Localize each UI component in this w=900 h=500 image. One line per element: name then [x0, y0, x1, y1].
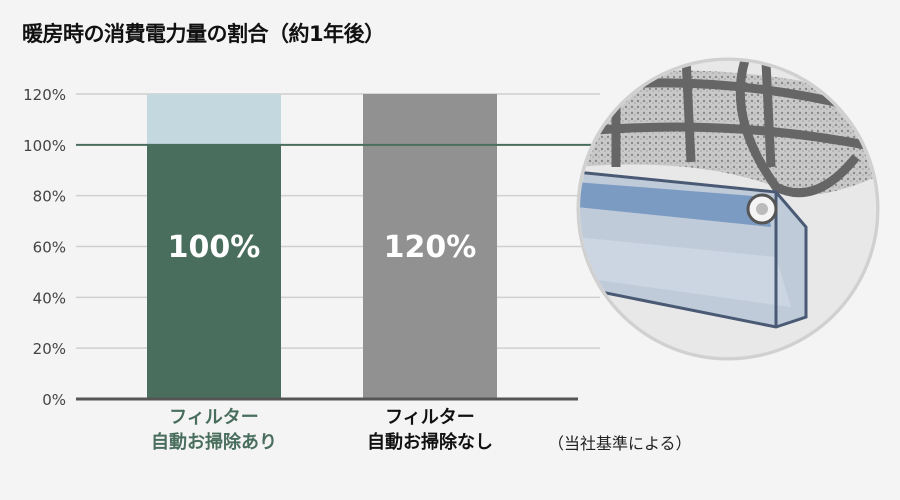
category-line: フィルター: [169, 407, 259, 428]
y-tick-label: 40%: [33, 289, 66, 307]
category-line: 自動お掃除なし: [367, 432, 493, 453]
y-tick-label: 100%: [23, 137, 66, 155]
bar-data-label: 100%: [168, 230, 261, 265]
chart-title: 暖房時の消費電力量の割合（約1年後）: [22, 22, 385, 46]
bar-data-label: 120%: [384, 230, 477, 265]
air-filter-cleaning-unit-image: [576, 57, 880, 361]
y-tick-label: 80%: [33, 188, 66, 206]
category-label-without-auto-clean: フィルター 自動お掃除なし: [330, 405, 530, 455]
y-tick-label: 20%: [33, 340, 66, 358]
category-line: 自動お掃除あり: [151, 432, 277, 453]
y-tick-label: 60%: [33, 239, 66, 257]
category-line: フィルター: [385, 407, 475, 428]
y-tick-label: 0%: [42, 391, 66, 409]
y-tick-label: 120%: [23, 86, 66, 104]
footnote: （当社基準による）: [548, 434, 692, 453]
bar-difference: [147, 94, 281, 145]
category-label-with-auto-clean: フィルター 自動お掃除あり: [114, 405, 314, 455]
bar: [147, 144, 281, 399]
